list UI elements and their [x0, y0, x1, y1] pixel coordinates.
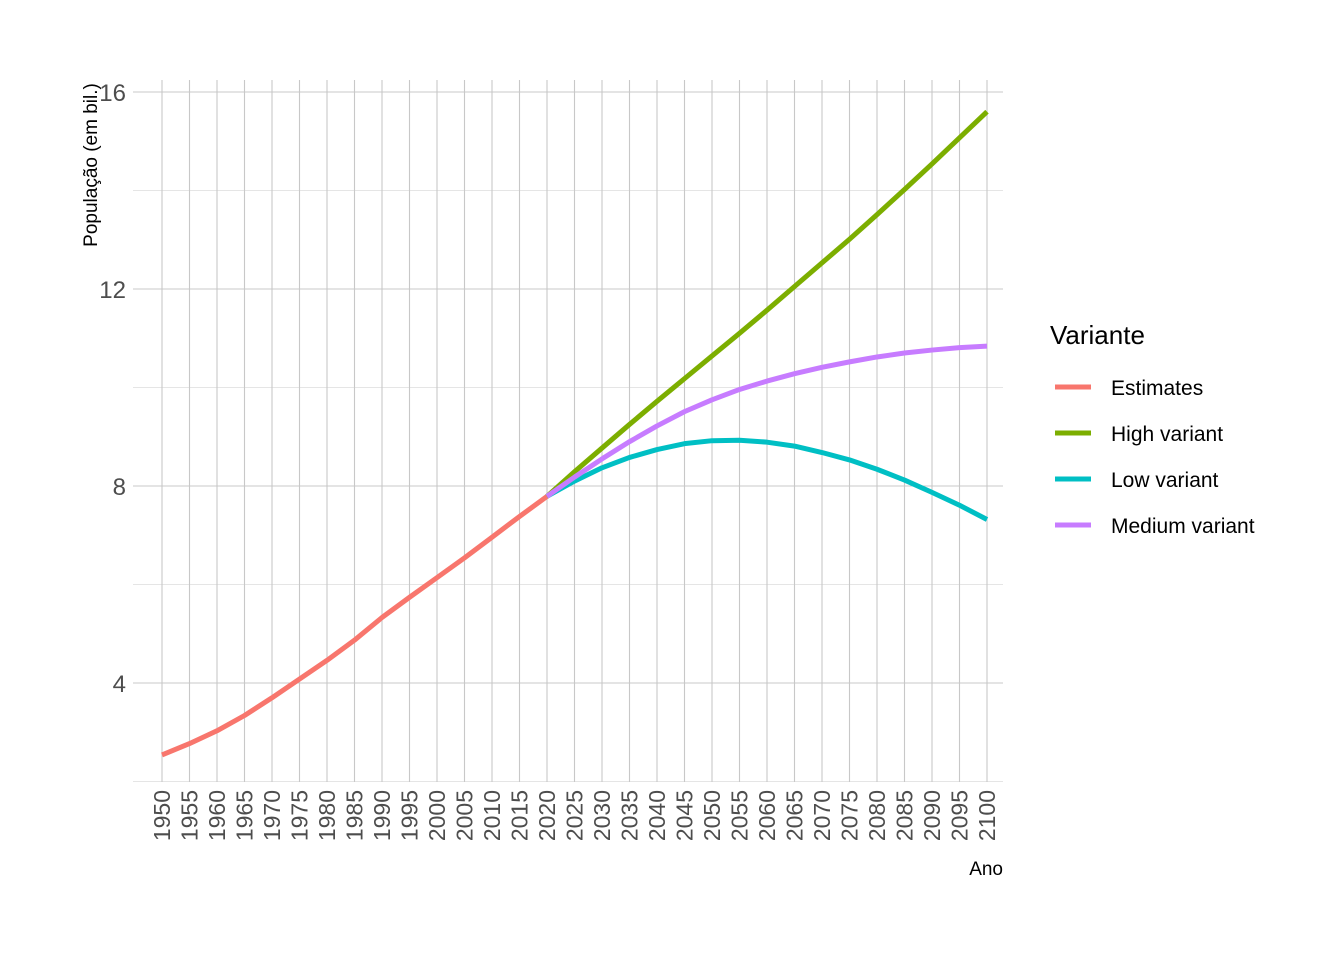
- x-tick-label: 2015: [507, 790, 533, 841]
- x-tick-label: 2090: [919, 790, 945, 841]
- grid-lines: [133, 80, 1003, 782]
- series-line-low-variant: [545, 437, 989, 522]
- series-line-estimates: [161, 494, 549, 758]
- x-tick-label: 2030: [589, 790, 615, 841]
- series-line-high-variant: [545, 109, 989, 499]
- x-tick-label: 2000: [424, 790, 450, 841]
- x-tick-label: 2060: [754, 790, 780, 841]
- x-tick-label: 2050: [699, 790, 725, 841]
- x-tick-label: 1955: [177, 790, 203, 841]
- legend-label: High variant: [1111, 423, 1223, 446]
- legend-title: Variante: [1050, 320, 1145, 350]
- x-tick-label: 2045: [672, 790, 698, 841]
- x-tick-label: 1950: [149, 790, 175, 841]
- y-tick-label: 4: [113, 671, 126, 698]
- x-tick-label: 2010: [479, 790, 505, 841]
- y-tick-label: 12: [99, 277, 126, 304]
- x-tick-label: 1965: [232, 790, 258, 841]
- x-tick-label: 1975: [287, 790, 313, 841]
- legend-label: Medium variant: [1111, 515, 1255, 538]
- x-tick-label: 1960: [204, 790, 230, 841]
- y-axis-tick-labels: 4 8 12 16: [99, 80, 126, 698]
- legend-label: Low variant: [1111, 469, 1219, 492]
- x-tick-label: 2040: [644, 790, 670, 841]
- x-tick-label: 2025: [562, 790, 588, 841]
- series-line-medium-variant: [545, 343, 988, 499]
- x-tick-label: 1970: [259, 790, 285, 841]
- legend-label: Estimates: [1111, 377, 1203, 400]
- x-tick-label: 2080: [864, 790, 890, 841]
- x-axis-tick-labels: 1950 1955 1960 1965 1970 1975 1980 1985 1990 1995…: [149, 790, 1000, 841]
- y-tick-label: 8: [113, 474, 126, 501]
- x-tick-label: 2020: [534, 790, 560, 841]
- x-tick-label: 1985: [342, 790, 368, 841]
- x-tick-label: 2070: [809, 790, 835, 841]
- y-tick-label: 16: [99, 80, 126, 107]
- x-tick-label: 2075: [837, 790, 863, 841]
- x-tick-label: 2035: [617, 790, 643, 841]
- x-tick-label: 2100: [974, 790, 1000, 841]
- series-lines: [161, 109, 989, 758]
- x-tick-label: 2065: [782, 790, 808, 841]
- legend-items: Estimates High variant Low variant Medium v…: [1055, 377, 1255, 538]
- legend: Variante Estimates High variant Low varian…: [1050, 320, 1255, 538]
- x-tick-label: 1980: [314, 790, 340, 841]
- x-tick-label: 2055: [727, 790, 753, 841]
- x-axis-title: Ano: [969, 859, 1003, 880]
- x-tick-label: 1995: [397, 790, 423, 841]
- x-tick-label: 2095: [947, 790, 973, 841]
- x-tick-label: 1990: [369, 790, 395, 841]
- x-tick-label: 2085: [892, 790, 918, 841]
- y-axis-title: População (em bil.): [81, 83, 102, 247]
- x-tick-label: 2005: [452, 790, 478, 841]
